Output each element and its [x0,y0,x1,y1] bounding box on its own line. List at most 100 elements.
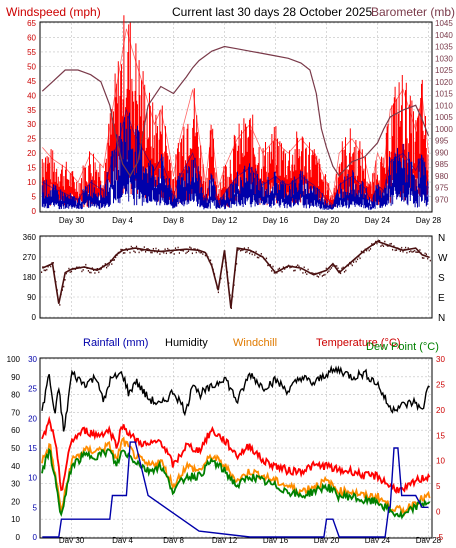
wind-direction-point [91,267,93,269]
x-tick-label: Day 30 [59,216,85,225]
wind-direction-point [310,272,312,275]
wind-direction-point [363,251,365,254]
wind-direction-point [146,248,148,250]
wind-direction-point [217,291,219,294]
wind-direction-point [229,294,231,296]
wind-direction-point [242,249,244,251]
wind-direction-point [346,264,348,267]
wind-direction-point [262,255,264,258]
wind-direction-point [420,252,422,255]
wind-direction-point [411,251,413,253]
wind-direction-point [264,258,266,261]
wind-direction-point [298,265,300,268]
wind-direction-point [164,248,166,250]
compass-label: N [438,233,445,244]
wind-direction-point [377,239,379,242]
wind-direction-point [165,252,167,255]
wind-direction-point [288,264,290,267]
wind-direction-point [202,253,204,255]
wind-direction-point [42,266,44,268]
wind-direction-point [112,259,114,261]
wind-y-tick-label: 15 [27,164,36,173]
wind-direction-point [332,265,334,267]
wind-direction-point [86,267,88,269]
wind-direction-point [301,267,303,270]
wind-direction-point [336,265,338,267]
wind-direction-point [76,266,78,269]
wind-direction-point [95,268,97,270]
wind-direction-point [215,280,217,282]
x-tick-label-bottom: Day 12 [212,536,238,543]
rainfall-line [42,441,429,538]
wind-direction-point [302,272,304,274]
wind-direction-point [102,265,104,267]
wind-direction-point [342,266,344,269]
wind-y-tick-label: 35 [27,106,36,115]
wind-direction-point [94,272,96,274]
wind-direction-point [407,247,409,249]
wind-y-tick-label: 45 [27,77,36,86]
temp-y-tick-label: -5 [436,533,444,542]
wind-direction-point [93,269,95,271]
wind-direction-point [47,265,49,268]
wind-direction-point [98,271,100,274]
wind-direction-point [154,250,156,253]
wind-direction-point [308,272,310,274]
x-tick-label: Day 20 [314,216,340,225]
wind-direction-point [268,264,270,266]
wind-y-tick-label: 0 [32,207,37,216]
wind-direction-point [185,252,187,255]
wind-direction-point [172,250,174,252]
wind-direction-point [367,247,369,250]
wind-direction-point [295,265,297,268]
wind-direction-point [52,262,54,264]
x-tick-label-bottom: Day 24 [365,536,391,543]
wind-direction-point [78,266,80,269]
wind-direction-point [168,249,170,251]
wind-direction-point [41,271,43,273]
barometer-y-tick-label: 995 [435,137,449,146]
wind-direction-point [380,245,382,247]
x-tick-label-bottom: Day 30 [59,536,85,543]
wind-direction-point [401,246,403,249]
wind-direction-point [187,250,190,252]
wind-direction-point [263,257,265,260]
wind-direction-point [429,259,431,262]
wind-y-tick-label: 20 [27,149,36,158]
wind-direction-point [223,257,225,260]
barometer-y-tick-label: 1000 [435,125,453,134]
wind-direction-point [421,257,424,259]
wind-direction-point [119,251,121,254]
compass-label: W [438,253,448,264]
wind-direction-point [304,271,307,274]
humidity-line [41,364,430,432]
windspeed-axis-title: Windspeed (mph) [6,5,101,19]
wind-direction-point [358,255,360,258]
wind-direction-point [307,268,309,271]
wind-direction-point [63,285,65,288]
wind-y-tick-label: 25 [27,135,36,144]
wind-direction-point [319,273,321,276]
wind-direction-point [199,251,201,254]
wind-direction-point [403,248,405,251]
wind-direction-point [129,251,131,254]
wind-direction-point [133,250,135,252]
rain-y-tick-label: 25 [28,385,37,394]
wind-direction-point [90,271,92,274]
wind-direction-point [366,249,368,252]
wind-direction-point [402,250,404,253]
humidity-y-tick-label: 20 [11,497,20,506]
wind-direction-point [275,271,277,274]
wind-direction-point [393,245,395,247]
barometer-y-tick-label: 1005 [435,113,453,122]
wind-direction-point [414,249,416,252]
wind-direction-point [392,248,394,251]
wind-direction-point [72,267,74,270]
wind-direction-point [109,259,112,262]
wind-direction-point [169,252,171,254]
wind-direction-point [371,243,373,245]
wind-direction-point [103,265,105,268]
wind-direction-point [108,263,110,266]
barometer-y-tick-label: 980 [435,172,449,181]
wind-y-tick-label: 60 [27,33,36,42]
